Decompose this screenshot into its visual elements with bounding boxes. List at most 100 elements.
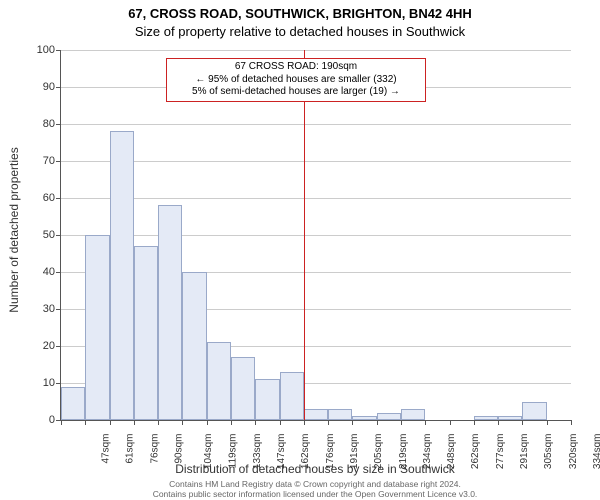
x-tick-label: 176sqm	[325, 434, 336, 470]
x-tick-label: 133sqm	[252, 434, 263, 470]
x-tick	[110, 420, 111, 425]
x-tick	[207, 420, 208, 425]
x-tick-label: 219sqm	[398, 434, 409, 470]
y-tick	[56, 383, 61, 384]
x-tick-label: 90sqm	[174, 434, 185, 464]
gridline	[61, 50, 571, 51]
x-tick-label: 334sqm	[592, 434, 600, 470]
x-tick-label: 248sqm	[446, 434, 457, 470]
x-tick	[498, 420, 499, 425]
x-tick-label: 205sqm	[373, 434, 384, 470]
histogram-bar	[377, 413, 401, 420]
x-tick	[352, 420, 353, 425]
y-tick	[56, 50, 61, 51]
y-tick	[56, 87, 61, 88]
x-tick-label: 147sqm	[276, 434, 287, 470]
annotation-line3: 5% of semi-detached houses are larger (1…	[192, 86, 400, 97]
x-tick	[571, 420, 572, 425]
y-tick-label: 40	[15, 266, 55, 278]
histogram-bar	[522, 402, 546, 421]
gridline	[61, 235, 571, 236]
x-tick	[255, 420, 256, 425]
x-tick	[85, 420, 86, 425]
histogram-bar	[182, 272, 206, 420]
x-tick-label: 234sqm	[422, 434, 433, 470]
histogram-bar	[401, 409, 425, 420]
x-tick-label: 61sqm	[125, 434, 136, 464]
x-tick	[182, 420, 183, 425]
annotation-line1: 67 CROSS ROAD: 190sqm	[235, 61, 357, 72]
x-tick	[425, 420, 426, 425]
histogram-bar	[207, 342, 231, 420]
y-tick-label: 30	[15, 303, 55, 315]
credits-line1: Contains HM Land Registry data © Crown c…	[169, 479, 461, 489]
x-tick	[61, 420, 62, 425]
x-tick	[158, 420, 159, 425]
x-tick-label: 305sqm	[543, 434, 554, 470]
chart-title-line1: 67, CROSS ROAD, SOUTHWICK, BRIGHTON, BN4…	[0, 6, 600, 21]
gridline	[61, 161, 571, 162]
y-tick	[56, 346, 61, 347]
x-tick	[377, 420, 378, 425]
gridline	[61, 198, 571, 199]
y-tick-label: 100	[15, 44, 55, 56]
histogram-bar	[328, 409, 352, 420]
chart-title-line2: Size of property relative to detached ho…	[0, 24, 600, 39]
y-tick-label: 50	[15, 229, 55, 241]
histogram-bar	[61, 387, 85, 420]
x-tick-label: 119sqm	[227, 434, 238, 469]
histogram-bar	[110, 131, 134, 420]
x-tick	[522, 420, 523, 425]
x-tick	[280, 420, 281, 425]
y-tick-label: 90	[15, 81, 55, 93]
y-tick-label: 80	[15, 118, 55, 130]
x-tick-label: 47sqm	[101, 434, 112, 464]
histogram-bar	[304, 409, 328, 420]
histogram-bar	[280, 372, 304, 420]
y-tick	[56, 235, 61, 236]
annotation-box: 67 CROSS ROAD: 190sqm ← 95% of detached h…	[166, 58, 426, 102]
x-tick-label: 104sqm	[203, 434, 214, 470]
x-tick	[231, 420, 232, 425]
histogram-bar	[352, 416, 376, 420]
histogram-bar	[85, 235, 109, 420]
histogram-bar	[158, 205, 182, 420]
x-tick-label: 291sqm	[519, 434, 530, 470]
x-tick-label: 191sqm	[349, 434, 360, 470]
y-tick-label: 0	[15, 414, 55, 426]
histogram-bar	[498, 416, 522, 420]
histogram-bar	[134, 246, 158, 420]
x-tick-label: 320sqm	[568, 434, 579, 470]
chart-container: 67, CROSS ROAD, SOUTHWICK, BRIGHTON, BN4…	[0, 0, 600, 500]
credits: Contains HM Land Registry data © Crown c…	[60, 480, 570, 500]
x-tick-label: 76sqm	[149, 434, 160, 464]
histogram-bar	[231, 357, 255, 420]
y-tick-label: 60	[15, 192, 55, 204]
y-tick	[56, 272, 61, 273]
x-tick	[134, 420, 135, 425]
y-tick	[56, 161, 61, 162]
y-tick	[56, 124, 61, 125]
x-tick	[474, 420, 475, 425]
x-tick-label: 262sqm	[471, 434, 482, 470]
x-tick	[304, 420, 305, 425]
plot-area: 67 CROSS ROAD: 190sqm ← 95% of detached h…	[60, 50, 571, 421]
annotation-line2: ← 95% of detached houses are smaller (33…	[195, 74, 396, 85]
y-tick-label: 70	[15, 155, 55, 167]
gridline	[61, 124, 571, 125]
credits-line2: Contains public sector information licen…	[153, 489, 478, 499]
x-tick-label: 162sqm	[301, 434, 312, 470]
histogram-bar	[255, 379, 279, 420]
x-tick-label: 277sqm	[495, 434, 506, 470]
x-tick	[450, 420, 451, 425]
x-tick	[547, 420, 548, 425]
y-tick	[56, 198, 61, 199]
y-tick-label: 10	[15, 377, 55, 389]
reference-line	[304, 50, 305, 420]
y-tick-label: 20	[15, 340, 55, 352]
histogram-bar	[474, 416, 498, 420]
x-tick	[401, 420, 402, 425]
x-tick	[328, 420, 329, 425]
x-axis-label: Distribution of detached houses by size …	[60, 462, 570, 476]
y-tick	[56, 309, 61, 310]
